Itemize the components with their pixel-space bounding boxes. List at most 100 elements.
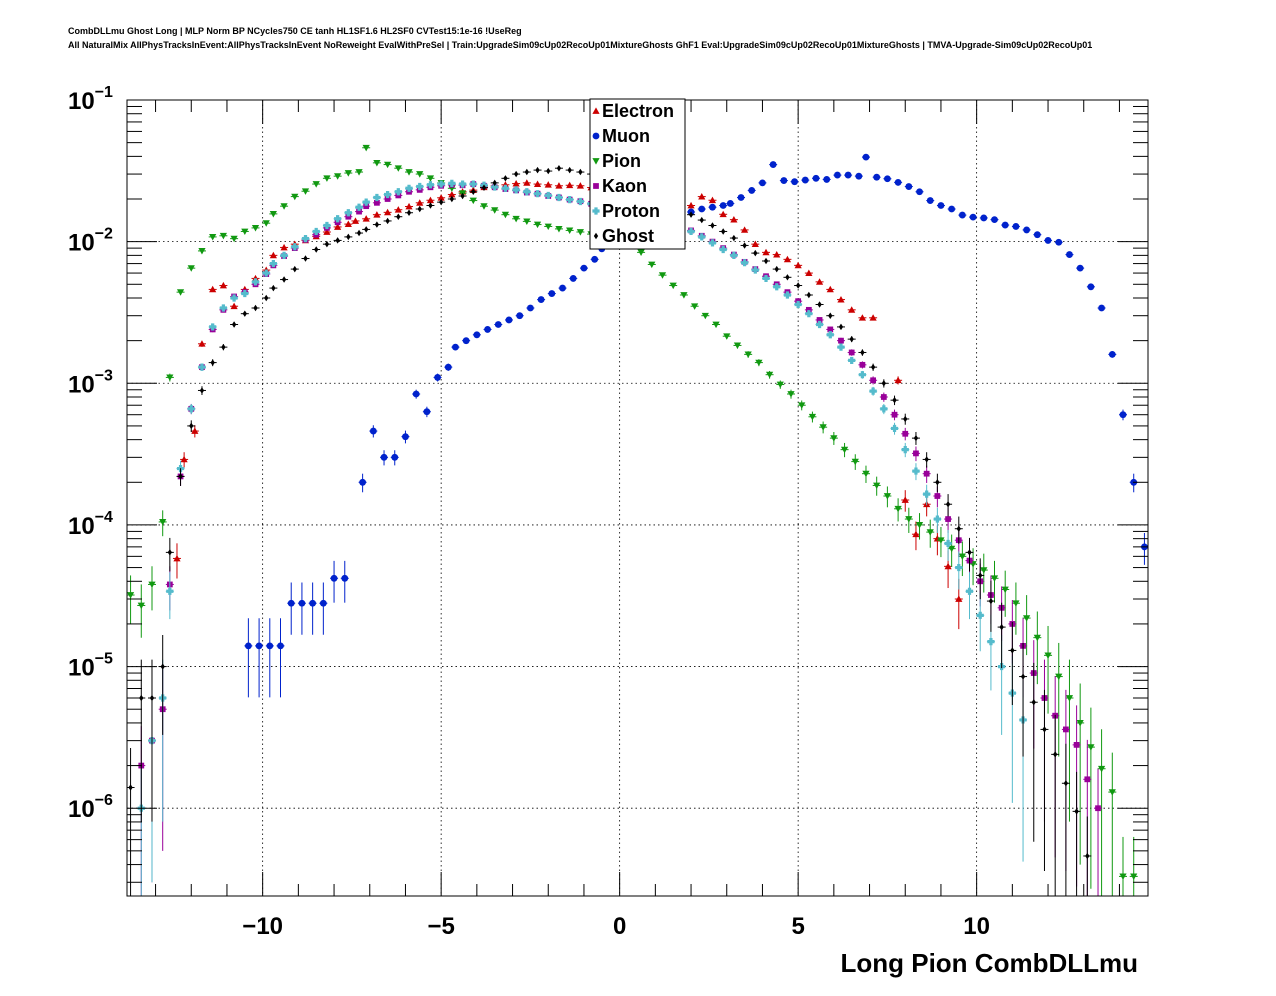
data-point xyxy=(165,572,174,620)
data-point xyxy=(544,181,553,188)
data-point xyxy=(765,370,774,379)
data-point xyxy=(783,274,792,281)
data-point xyxy=(697,205,706,213)
data-point xyxy=(915,188,924,196)
data-point xyxy=(679,292,688,299)
data-point xyxy=(772,283,781,291)
data-point xyxy=(797,400,806,411)
data-point xyxy=(590,255,599,263)
data-point xyxy=(444,363,453,371)
data-point xyxy=(472,331,481,339)
data-point xyxy=(883,486,892,508)
data-point xyxy=(126,575,135,624)
data-point xyxy=(822,175,831,183)
data-point xyxy=(565,227,574,235)
data-point xyxy=(458,180,467,188)
series-ghost xyxy=(126,164,1092,896)
data-point xyxy=(751,266,760,274)
data-point xyxy=(372,221,381,228)
data-point xyxy=(433,373,442,382)
data-point xyxy=(969,213,978,221)
data-point xyxy=(926,197,935,204)
data-point xyxy=(740,259,749,267)
data-point xyxy=(726,200,735,207)
data-point xyxy=(297,582,306,635)
data-point xyxy=(687,201,696,209)
data-point xyxy=(858,370,867,379)
data-point xyxy=(394,206,403,213)
data-point xyxy=(894,498,903,522)
data-point xyxy=(426,202,435,209)
data-point xyxy=(230,321,239,328)
data-point xyxy=(861,465,870,483)
y-tick-label: 10−5 xyxy=(68,651,113,682)
data-point xyxy=(412,389,421,399)
data-point xyxy=(779,177,788,184)
legend-label: Proton xyxy=(602,201,660,221)
data-point xyxy=(351,217,360,224)
data-point xyxy=(911,432,920,445)
data-point xyxy=(836,323,845,331)
data-point xyxy=(483,326,492,333)
data-point xyxy=(319,582,328,635)
data-point xyxy=(922,452,931,468)
data-point xyxy=(176,289,185,296)
data-point xyxy=(230,294,239,302)
data-point xyxy=(501,211,510,219)
data-point xyxy=(901,490,910,512)
data-point xyxy=(426,196,435,204)
data-point xyxy=(751,240,760,248)
data-point xyxy=(854,172,863,180)
data-point xyxy=(565,181,574,189)
data-point xyxy=(754,359,763,367)
data-point xyxy=(333,215,342,223)
data-point xyxy=(569,274,578,282)
data-point xyxy=(958,541,967,577)
data-point xyxy=(290,265,299,273)
data-point xyxy=(722,333,731,340)
data-point xyxy=(197,340,206,347)
data-point xyxy=(512,170,521,178)
data-point xyxy=(280,276,289,283)
series-muon xyxy=(244,153,1149,698)
data-point xyxy=(976,592,985,652)
data-point xyxy=(447,190,456,198)
data-point xyxy=(544,167,553,175)
data-point xyxy=(1119,836,1128,896)
data-point xyxy=(958,211,967,219)
data-point xyxy=(362,215,371,222)
data-point xyxy=(230,235,239,243)
data-point xyxy=(512,186,521,194)
data-point xyxy=(783,291,792,299)
data-point xyxy=(944,529,953,561)
data-point xyxy=(333,237,342,244)
axis-layer: −10 −5 0 5 10 10−1 10−2 10−3 10−4 10−5 10−6 xyxy=(68,84,1148,940)
data-point xyxy=(901,413,910,425)
data-point xyxy=(1033,611,1042,685)
data-point xyxy=(330,560,339,603)
data-point xyxy=(187,403,196,415)
data-point xyxy=(847,356,856,365)
data-point xyxy=(301,255,310,262)
data-point xyxy=(990,216,999,224)
data-point xyxy=(801,176,810,184)
data-point xyxy=(986,580,995,632)
data-point xyxy=(979,214,988,222)
data-point xyxy=(479,184,488,192)
data-point xyxy=(362,198,371,206)
data-point xyxy=(740,242,749,249)
data-point xyxy=(187,420,196,433)
data-point xyxy=(372,193,381,202)
legend-item-ghost: Ghost xyxy=(593,226,654,246)
x-axis-title: Long Pion CombDLLmu xyxy=(840,948,1138,978)
data-point xyxy=(405,202,414,210)
data-point xyxy=(1061,743,1070,896)
data-point xyxy=(911,521,920,551)
data-point xyxy=(197,248,206,255)
data-point xyxy=(708,203,717,211)
data-point xyxy=(276,618,285,698)
data-point xyxy=(494,321,503,328)
data-point xyxy=(240,289,249,298)
data-point xyxy=(1086,283,1095,291)
legend-label: Ghost xyxy=(602,226,654,246)
